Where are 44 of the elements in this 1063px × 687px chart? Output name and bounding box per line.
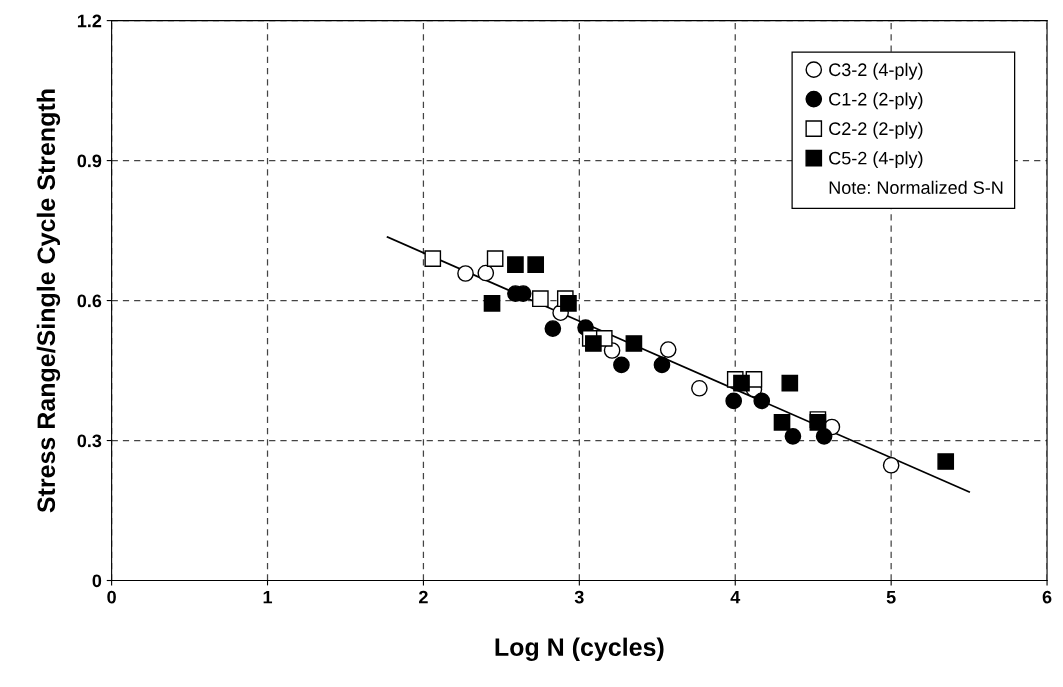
point: [781, 374, 799, 392]
point: [753, 392, 771, 410]
point: [483, 295, 501, 312]
x-tick-label: 1: [263, 590, 273, 604]
x-tick-label: 5: [886, 590, 896, 604]
legend-label: C5-2 (4-ply): [829, 151, 923, 169]
point: [477, 264, 495, 282]
y-tick-label: 0.6: [77, 294, 102, 308]
x-axis-title: Log N (cycles): [495, 637, 664, 662]
point: [457, 265, 474, 282]
x-tick-label: 0: [107, 590, 116, 604]
x-tick-label: 2: [419, 590, 428, 604]
legend-label: C1-2 (2-ply): [829, 92, 923, 110]
y-tick-label: 0.3: [77, 434, 102, 448]
point: [532, 290, 549, 308]
legend-label: C2-2 (2-ply): [829, 121, 923, 139]
point: [784, 428, 802, 445]
point: [544, 320, 562, 337]
point: [560, 295, 577, 312]
legend-label: C3-2 (4-ply): [829, 62, 923, 80]
point: [625, 335, 643, 352]
point: [486, 250, 504, 267]
x-tick-label: 3: [574, 590, 584, 604]
point: [691, 379, 708, 397]
x-tick-label: 6: [1042, 590, 1052, 604]
point: [773, 414, 791, 431]
y-axis-title: Stress Range/Single Cycle Strength: [36, 89, 61, 513]
point: [585, 335, 602, 352]
point: [424, 250, 442, 267]
point: [613, 356, 630, 374]
x-tick-label: 4: [730, 590, 741, 604]
y-tick-label: 1.2: [77, 14, 102, 28]
point: [733, 374, 750, 392]
y-tick-label: 0: [92, 574, 102, 588]
point: [527, 256, 545, 273]
point: [815, 428, 833, 445]
point: [725, 392, 743, 410]
point: [659, 341, 677, 358]
point: [882, 456, 900, 474]
point: [937, 453, 955, 470]
point: [507, 256, 524, 273]
annotation: Note: Normalized S-N: [829, 180, 1003, 195]
y-tick-label: 0.9: [77, 154, 102, 168]
point: [653, 356, 671, 374]
